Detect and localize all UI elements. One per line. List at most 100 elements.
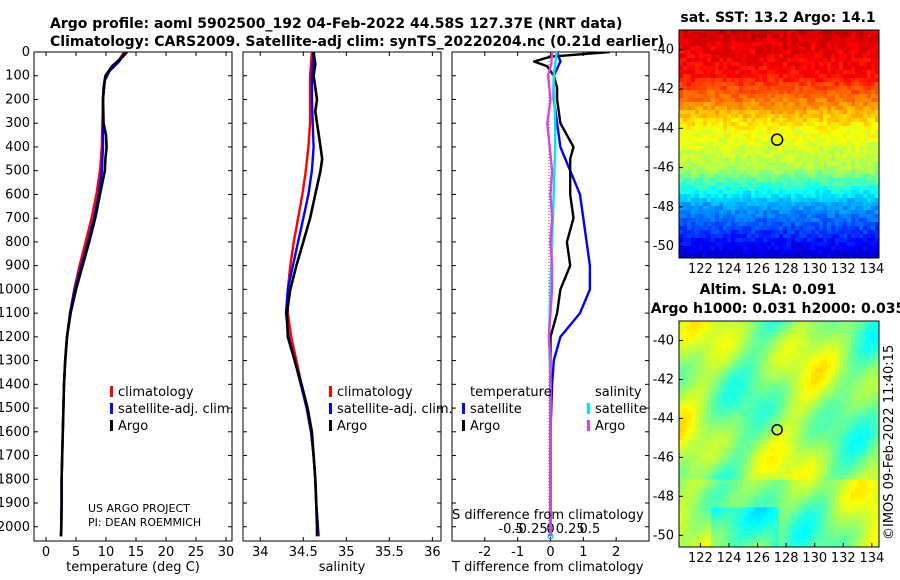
heatmap-cell: [779, 459, 784, 465]
heatmap-cell: [783, 214, 788, 219]
heatmap-cell: [699, 428, 704, 433]
heatmap-cell: [843, 178, 848, 183]
heatmap-cell: [743, 455, 748, 461]
heatmap-cell: [735, 412, 740, 417]
heatmap-cell: [791, 34, 796, 39]
heatmap-cell: [839, 206, 844, 211]
heatmap-cell: [787, 166, 792, 171]
heatmap-cell: [739, 194, 744, 199]
heatmap-cell: [747, 408, 752, 413]
heatmap-cell: [823, 206, 828, 211]
depth-tick-label: 0: [22, 45, 30, 60]
x-tick-label: 20: [158, 545, 175, 560]
heatmap-cell: [703, 376, 708, 381]
map-x-tick-label: 126: [745, 262, 770, 277]
heatmap-cell: [687, 463, 692, 468]
heatmap-cell: [819, 178, 824, 183]
heatmap-cell: [807, 178, 812, 183]
heatmap-cell: [683, 443, 688, 449]
heatmap-cell: [743, 138, 748, 143]
heatmap-cell: [743, 102, 748, 107]
heatmap-cell: [875, 435, 880, 441]
heatmap-cell: [875, 420, 880, 425]
heatmap-cell: [763, 190, 768, 195]
heatmap-cell: [695, 130, 700, 135]
heatmap-cell: [843, 420, 848, 425]
heatmap-cell: [783, 400, 788, 405]
heatmap-cell: [739, 130, 744, 135]
heatmap-cell: [807, 146, 812, 151]
heatmap-cell: [683, 254, 688, 259]
heatmap-cell: [855, 439, 860, 445]
heatmap-cell: [731, 178, 736, 183]
heatmap-cell: [819, 66, 824, 71]
heatmap-cell: [743, 58, 748, 63]
heatmap-cell: [831, 114, 836, 119]
heatmap-cell: [791, 324, 796, 330]
heatmap-cell: [803, 122, 808, 127]
heatmap-cell: [731, 130, 736, 135]
heatmap-cell: [851, 428, 856, 433]
heatmap-cell: [779, 98, 784, 103]
heatmap-cell: [723, 54, 728, 59]
heatmap-cell: [707, 210, 712, 215]
heatmap-cell: [743, 321, 748, 326]
heatmap-cell: [779, 50, 784, 55]
heatmap-cell: [719, 194, 724, 199]
heatmap-cell: [699, 328, 704, 334]
heatmap-cell: [743, 463, 748, 468]
heatmap-cell: [711, 328, 716, 334]
heatmap-cell: [815, 94, 820, 99]
heatmap-cell: [859, 230, 864, 235]
heatmap-cell: [815, 150, 820, 155]
heatmap-cell: [719, 246, 724, 251]
heatmap-cell: [711, 142, 716, 147]
heatmap-cell: [839, 98, 844, 103]
heatmap-cell: [791, 242, 796, 247]
heatmap-cell: [807, 210, 812, 215]
heatmap-cell: [863, 356, 868, 361]
heatmap-cell: [847, 348, 852, 354]
heatmap-cell: [823, 459, 828, 465]
heatmap-cell: [839, 58, 844, 63]
heatmap-cell: [739, 336, 744, 342]
heatmap-cell: [719, 328, 724, 334]
heatmap-cell: [807, 82, 812, 87]
heatmap-cell: [831, 234, 836, 239]
heatmap-cell: [699, 222, 704, 227]
heatmap-cell: [755, 432, 760, 437]
heatmap-cell: [727, 246, 732, 251]
heatmap-cell: [803, 98, 808, 103]
heatmap-cell: [683, 58, 688, 63]
heatmap-cell: [763, 50, 768, 55]
series-line-argo: [59, 52, 128, 537]
heatmap-cell: [775, 70, 780, 75]
heatmap-cell: [791, 344, 796, 350]
heatmap-cell: [779, 230, 784, 235]
heatmap-cell: [683, 424, 688, 429]
heatmap-cell: [703, 86, 708, 91]
heatmap-cell: [743, 368, 748, 373]
heatmap-cell: [835, 182, 840, 187]
heatmap-cell: [759, 360, 764, 365]
heatmap-cell: [835, 74, 840, 79]
heatmap-cell: [791, 86, 796, 91]
heatmap-cell: [867, 348, 872, 354]
heatmap-cell: [759, 321, 764, 326]
heatmap-cell: [751, 162, 756, 167]
heatmap-cell: [707, 439, 712, 445]
heatmap-cell: [875, 424, 880, 429]
heatmap-cell: [755, 368, 760, 373]
heatmap-cell: [819, 254, 824, 259]
heatmap-cell: [815, 122, 820, 127]
heatmap-cell: [819, 134, 824, 139]
heatmap-cell: [771, 230, 776, 235]
header-line-2: Climatology: CARS2009. Satellite-adj cli…: [50, 34, 664, 50]
heatmap-cell: [723, 356, 728, 361]
heatmap-cell: [727, 38, 732, 43]
heatmap-cell: [687, 332, 692, 338]
heatmap-cell: [719, 424, 724, 429]
heatmap-cell: [751, 130, 756, 135]
heatmap-cell: [699, 364, 704, 369]
heatmap-cell: [811, 242, 816, 247]
